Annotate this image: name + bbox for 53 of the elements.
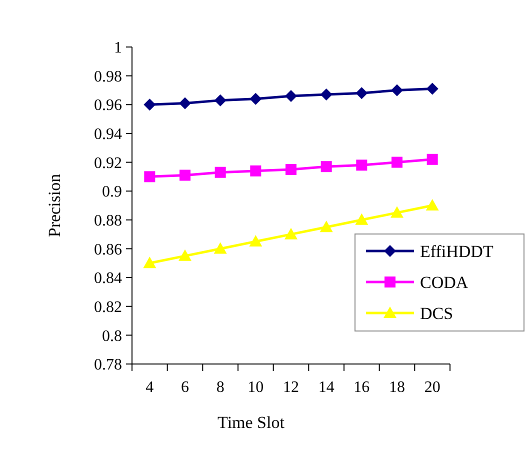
point xyxy=(179,97,191,110)
point xyxy=(250,92,262,105)
point xyxy=(390,206,404,218)
x-tick-label: 10 xyxy=(248,379,264,396)
legend-label: EffiHDDT xyxy=(420,242,494,261)
point xyxy=(214,166,226,178)
point xyxy=(143,256,156,268)
y-axis-title: Precision xyxy=(45,173,64,238)
y-tick-label: 0.88 xyxy=(94,212,122,230)
point xyxy=(426,82,438,95)
point xyxy=(144,171,156,182)
y-tick-label: 0.96 xyxy=(94,97,122,114)
x-tick-label: 12 xyxy=(283,379,299,396)
x-tick-label: 4 xyxy=(146,379,154,396)
point xyxy=(320,220,333,232)
y-tick-label: 0.78 xyxy=(94,356,122,374)
legend-label: CODA xyxy=(420,272,469,292)
point xyxy=(180,170,190,181)
legend-label: DCS xyxy=(420,304,454,323)
point xyxy=(426,154,438,165)
point xyxy=(144,98,156,111)
point xyxy=(249,235,262,247)
point xyxy=(355,213,368,225)
x-tick-label: 16 xyxy=(354,379,370,396)
point xyxy=(250,165,262,176)
y-tick-label: 0.98 xyxy=(94,68,122,86)
x-tick-label: 8 xyxy=(216,379,224,396)
y-tick-label: 0.9 xyxy=(102,184,122,201)
y-tick-label: 0.8 xyxy=(102,328,122,345)
x-tick-label: 6 xyxy=(181,379,189,396)
point xyxy=(178,249,192,261)
y-tick-label: 0.86 xyxy=(94,241,122,258)
x-tick-label: 14 xyxy=(318,379,334,396)
point xyxy=(286,164,296,175)
y-tick-label: 1 xyxy=(114,40,122,57)
point xyxy=(285,90,297,102)
point xyxy=(320,88,332,101)
point xyxy=(392,156,402,168)
point xyxy=(320,161,332,172)
point xyxy=(214,94,226,106)
point xyxy=(426,199,439,210)
point xyxy=(356,160,368,171)
x-axis-title: Time Slot xyxy=(218,413,285,432)
point xyxy=(356,87,368,100)
point xyxy=(391,84,403,96)
y-tick-label: 0.82 xyxy=(94,298,122,316)
y-tick-label: 0.94 xyxy=(94,126,122,144)
y-tick-label: 0.92 xyxy=(94,154,122,172)
point xyxy=(284,228,298,240)
x-tick-label: 18 xyxy=(389,379,405,396)
x-tick-label: 20 xyxy=(424,379,440,396)
point xyxy=(214,242,227,254)
y-tick-label: 0.84 xyxy=(94,270,122,288)
